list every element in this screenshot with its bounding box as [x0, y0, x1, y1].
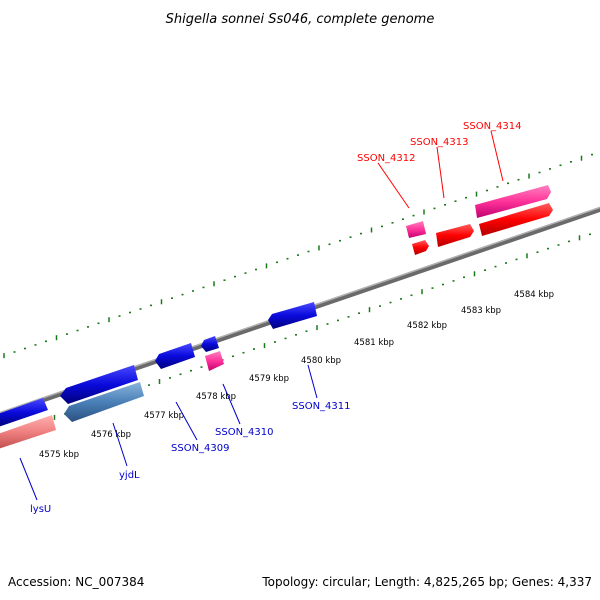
label-leaders — [19, 130, 504, 501]
scale-label-4575: 4575 kbp — [39, 450, 79, 460]
outer-tick-ring — [3, 153, 593, 359]
gene-feature-lysU-salmon — [0, 415, 56, 449]
gene-feature-ssON-4312-upper — [406, 221, 426, 238]
gene-label-ssON-4313: SSON_4313 — [410, 137, 469, 148]
gene-feature-ssON-4314-upper — [475, 185, 551, 218]
scale-label-4578: 4578 kbp — [196, 392, 236, 402]
scale-label-4584: 4584 kbp — [514, 290, 554, 300]
genome-summary-text: Topology: circular; Length: 4,825,265 bp… — [261, 575, 592, 589]
gene-feature-ssON-4312-lower — [412, 240, 429, 255]
gene-label-ssON-4310: SSON_4310 — [215, 427, 274, 438]
gene-feature-ssON-4309 — [155, 343, 195, 369]
scale-labels: 4575 kbp 4576 kbp 4577 kbp 4578 kbp 4579… — [39, 290, 554, 460]
gene-feature-ssON-4314-lower — [479, 203, 553, 236]
gene-feature-ssON-4311 — [268, 302, 317, 329]
gene-feature-yjdL-blue — [60, 365, 138, 404]
forward-features — [406, 185, 553, 255]
gene-label-ssON-4314: SSON_4314 — [463, 121, 522, 132]
gene-label-ssON-4312: SSON_4312 — [357, 153, 416, 164]
gene-labels: SSON_4312 SSON_4313 SSON_4314 SSON_4311 … — [30, 121, 522, 515]
gene-label-lysU: lysU — [30, 504, 51, 515]
map-title: Shigella sonnei Ss046, complete genome — [166, 12, 435, 27]
gene-feature-ssON-4310-pink — [205, 351, 224, 371]
accession-text: Accession: NC_007384 — [8, 575, 144, 589]
scale-label-4580: 4580 kbp — [301, 356, 341, 366]
gene-feature-yjdL-steel — [64, 382, 144, 422]
gene-feature-lysU-blue — [0, 398, 48, 427]
gene-feature-ssON-4310-blue — [201, 336, 219, 352]
gene-label-ssON-4309: SSON_4309 — [171, 443, 230, 454]
gene-label-yjdL: yjdL — [119, 470, 140, 481]
gene-label-ssON-4311: SSON_4311 — [292, 401, 351, 412]
scale-label-4579: 4579 kbp — [249, 374, 289, 384]
scale-label-4577: 4577 kbp — [144, 411, 184, 421]
scale-label-4582: 4582 kbp — [407, 321, 447, 331]
reverse-features — [0, 302, 317, 449]
scale-label-4583: 4583 kbp — [461, 306, 501, 316]
gene-feature-ssON-4313 — [436, 224, 474, 247]
scale-label-4581: 4581 kbp — [354, 338, 394, 348]
scale-label-4576: 4576 kbp — [91, 430, 131, 440]
